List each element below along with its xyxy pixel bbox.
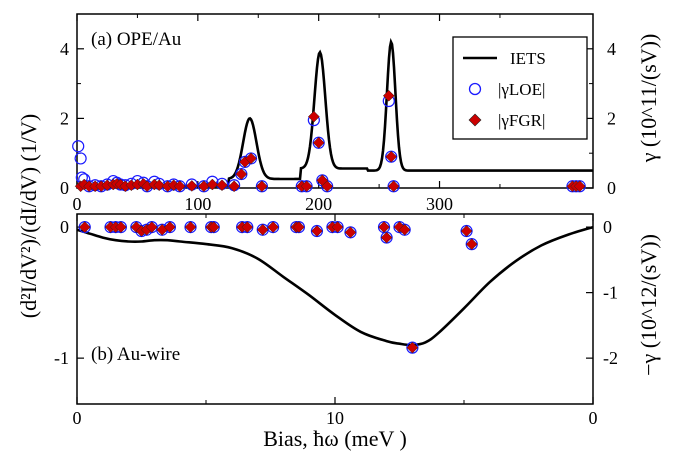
panel-a-frame	[76, 13, 594, 189]
b-iets-curve	[77, 225, 593, 347]
b-fgr-point	[331, 221, 344, 233]
a-fgr-point	[321, 180, 333, 193]
a-x-tick-label: 200	[305, 194, 332, 214]
b-x-tick-label: 0	[73, 408, 82, 428]
b-fgr-point	[311, 225, 323, 237]
b-fgr-point	[267, 221, 279, 233]
panel-b-label: (b) Au-wire	[91, 344, 180, 365]
a-fgr-point	[300, 180, 313, 193]
a-fgr-point	[173, 180, 186, 193]
panel-b: 0 10 0 0 -1 0 -1 -2 (b) Au-wire	[54, 213, 618, 428]
a-fgr-point	[382, 89, 395, 102]
b-fgr-point	[465, 238, 478, 250]
a-fgr-point	[216, 179, 228, 192]
b-x-tick-label: 0	[589, 408, 598, 428]
a-fgr-point	[312, 136, 325, 149]
panel-a-label: (a) OPE/Au	[91, 29, 182, 50]
b-y-right-tick-label: 0	[603, 217, 612, 237]
b-y-right-tick-label: -1	[603, 283, 618, 303]
a-fgr-point	[153, 179, 166, 192]
b-fgr-point	[115, 221, 127, 233]
a-fgr-point	[245, 152, 257, 165]
a-fgr-point	[206, 178, 219, 191]
a-fgr-point	[256, 180, 268, 193]
panel-a-fgr-points	[74, 89, 586, 193]
b-x-tick-label: 10	[326, 408, 344, 428]
b-y-tick-label: -1	[54, 348, 69, 368]
b-fgr-point	[184, 221, 197, 233]
a-y-tick-label: 4	[60, 39, 69, 59]
legend-symbol-fgr	[468, 113, 482, 127]
b-fgr-point	[406, 341, 419, 354]
a-y-right-tick-label: 2	[607, 108, 616, 128]
b-fgr-point	[241, 221, 254, 233]
legend-symbol-loe	[468, 82, 482, 96]
b-y-tick-label: 0	[60, 217, 69, 237]
a-loe-point	[72, 140, 85, 153]
a-loe-point	[74, 152, 87, 165]
a-fgr-point	[228, 180, 240, 193]
panel-b-fgr-points	[78, 221, 478, 354]
a-fgr-point	[307, 110, 320, 123]
b-fgr-point	[460, 225, 473, 237]
b-fgr-point	[378, 221, 390, 233]
a-y-right-tick-label: 0	[607, 178, 616, 198]
left-axis-title: (d²I/dV²)/(dI/dV) (1/V)	[16, 114, 41, 318]
b-fgr-point	[145, 221, 158, 233]
a-fgr-point	[573, 180, 586, 193]
a-fgr-point	[235, 168, 248, 180]
legend-label-iets: IETS	[510, 49, 546, 68]
a-x-tick-label: 0	[73, 194, 82, 214]
a-fgr-point	[387, 180, 400, 193]
panel-b-iets-line	[77, 225, 593, 347]
x-axis-title: Bias, ħω (meV )	[263, 426, 407, 451]
b-fgr-point	[164, 221, 176, 233]
b-fgr-point	[398, 223, 411, 236]
a-y-right-tick-label: 4	[607, 39, 616, 59]
legend-label-loe: |γLOE|	[498, 80, 545, 99]
b-fgr-point	[207, 221, 220, 233]
right-axis-title-a: γ (10^11/(sV))	[636, 34, 661, 164]
a-fgr-point	[185, 180, 198, 192]
panel-a: 0 100 200 300 0 2 4 0 2 4 (a) OPE/Au IETS |γLOE| …	[60, 13, 616, 214]
b-fgr-point	[380, 231, 393, 244]
legend: IETS |γLOE| |γFGR|	[452, 36, 588, 140]
a-y-tick-label: 2	[60, 108, 69, 128]
a-fgr-point	[385, 150, 398, 163]
panel-b-ticks: 0 10 0 0 -1 0 -1 -2	[54, 214, 618, 428]
a-x-tick-label: 300	[426, 194, 453, 214]
b-fgr-point	[78, 221, 91, 233]
legend-label-fgr: |γFGR|	[498, 111, 545, 130]
panel-b-frame	[76, 213, 594, 405]
b-y-right-tick-label: -2	[603, 348, 618, 368]
b-fgr-point	[256, 223, 269, 236]
b-fgr-point	[344, 226, 357, 239]
b-fgr-point	[293, 221, 305, 233]
a-y-tick-label: 0	[60, 178, 69, 198]
a-x-tick-label: 100	[184, 194, 211, 214]
right-axis-title-b: −γ (10^12/(sV))	[636, 234, 661, 376]
